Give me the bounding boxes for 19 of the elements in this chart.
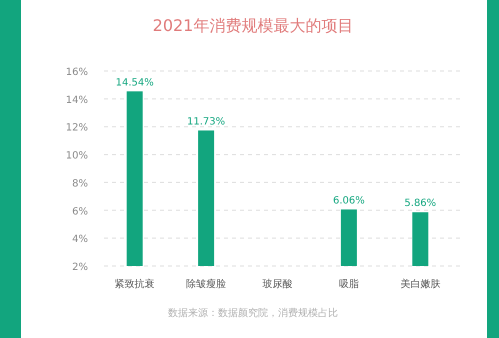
y-tick-label: 2% xyxy=(72,262,88,273)
y-tick-label: 6% xyxy=(72,206,88,218)
x-tick-label: 除皱瘦脸 xyxy=(186,278,226,290)
y-tick-label: 8% xyxy=(72,178,88,190)
data-label: 5.86% xyxy=(404,198,436,210)
x-tick-label: 玻尿酸 xyxy=(262,278,292,290)
y-tick-label: 14% xyxy=(66,94,88,106)
chart-title: 2021年消费规模最大的项目 xyxy=(152,16,354,35)
y-tick-label: 4% xyxy=(72,234,88,246)
data-label: 11.73% xyxy=(187,116,226,128)
y-tick-label: 12% xyxy=(66,122,88,134)
data-label: 6.06% xyxy=(333,195,365,206)
y-tick-label: 16% xyxy=(66,67,88,78)
y-tick-label: 10% xyxy=(66,150,88,162)
source-note: 数据来源：数据颜究院，消费规模占比 xyxy=(168,307,338,319)
x-tick-label: 吸脂 xyxy=(338,278,359,290)
x-tick-label: 紧致抗衰 xyxy=(114,278,155,290)
x-tick-label: 美白嫩肤 xyxy=(400,278,440,290)
data-label: 14.54% xyxy=(116,77,154,88)
